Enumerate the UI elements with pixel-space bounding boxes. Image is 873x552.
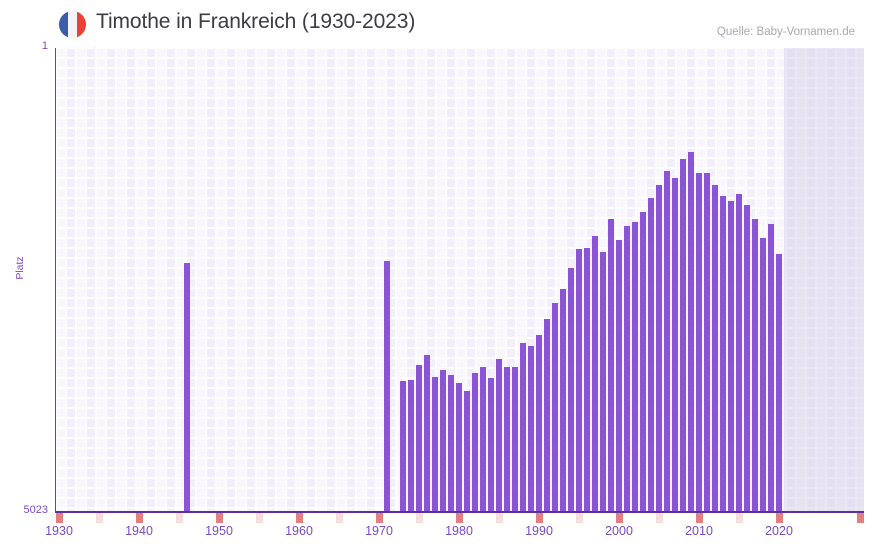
bar-1975[interactable] <box>416 365 422 511</box>
bar-1996[interactable] <box>584 248 590 511</box>
bar-1981[interactable] <box>464 390 470 511</box>
bar-2003[interactable] <box>640 212 646 511</box>
bar-series <box>56 48 864 511</box>
bar-1987[interactable] <box>512 367 518 511</box>
bar-1988[interactable] <box>520 343 526 511</box>
bar-1986[interactable] <box>504 367 510 511</box>
plot-area <box>56 48 864 511</box>
x-tick-2020 <box>775 513 783 523</box>
bar-1946[interactable] <box>184 263 190 511</box>
chart-source-label: Quelle: Baby-Vornamen.de <box>716 26 855 38</box>
bar-2012[interactable] <box>712 184 718 511</box>
x-axis-tick-marks <box>55 513 864 523</box>
x-tick-1950 <box>215 513 223 523</box>
bar-2019[interactable] <box>768 223 774 511</box>
bar-2002[interactable] <box>632 221 638 511</box>
x-tick-1965 <box>335 513 343 523</box>
y-axis-tick-top: 1 <box>41 40 48 52</box>
bar-1979[interactable] <box>448 375 454 511</box>
bar-1976[interactable] <box>424 354 430 511</box>
bar-2000[interactable] <box>616 240 622 511</box>
bar-1984[interactable] <box>488 377 494 511</box>
bar-2020[interactable] <box>776 254 782 511</box>
x-tick-1970 <box>375 513 383 523</box>
x-axis-line <box>55 511 864 513</box>
x-tick-1980 <box>455 513 463 523</box>
chart-header: Timothe in Frankreich (1930-2023) Quelle… <box>0 0 873 44</box>
bar-1998[interactable] <box>600 251 606 511</box>
x-tick-1935 <box>95 513 103 523</box>
x-label-2000: 2000 <box>605 524 633 538</box>
bar-2009[interactable] <box>688 152 694 511</box>
bar-2008[interactable] <box>680 159 686 511</box>
bar-2015[interactable] <box>736 193 742 511</box>
bar-1993[interactable] <box>560 288 566 511</box>
x-tick-1975 <box>415 513 423 523</box>
bar-2013[interactable] <box>720 196 726 511</box>
x-tick-2005 <box>655 513 663 523</box>
bar-1980[interactable] <box>456 383 462 511</box>
bar-1978[interactable] <box>440 369 446 511</box>
bar-2010[interactable] <box>696 173 702 511</box>
x-label-1980: 1980 <box>445 524 473 538</box>
bar-1977[interactable] <box>432 376 438 511</box>
bar-1974[interactable] <box>408 380 414 511</box>
x-tick-1995 <box>575 513 583 523</box>
x-label-1950: 1950 <box>205 524 233 538</box>
bar-2005[interactable] <box>656 184 662 511</box>
flag-stripe-red <box>76 11 86 38</box>
x-label-1990: 1990 <box>525 524 553 538</box>
x-tick-1940 <box>135 513 143 523</box>
bar-1991[interactable] <box>544 318 550 511</box>
bar-1985[interactable] <box>496 359 502 511</box>
bar-1989[interactable] <box>528 346 534 511</box>
x-axis-tick-labels: 1930 1940 1950 1960 1970 1980 1990 2000 2010 2020 <box>45 524 864 548</box>
bar-1983[interactable] <box>480 367 486 511</box>
bar-1971[interactable] <box>384 260 390 511</box>
flag-stripe-blue <box>59 11 68 38</box>
x-label-1930: 1930 <box>45 524 73 538</box>
x-tick-2015 <box>735 513 743 523</box>
france-flag-icon <box>59 11 86 38</box>
y-axis-tick-bottom: 5023 <box>23 504 48 516</box>
bar-2007[interactable] <box>672 177 678 511</box>
bar-1982[interactable] <box>472 373 478 511</box>
x-tick-end <box>857 513 864 523</box>
bar-1990[interactable] <box>536 335 542 511</box>
bar-1995[interactable] <box>576 249 582 511</box>
chart-title: Timothe in Frankreich (1930-2023) <box>96 10 416 33</box>
bar-1997[interactable] <box>592 235 598 511</box>
x-tick-1985 <box>495 513 503 523</box>
x-label-2020: 2020 <box>765 524 793 538</box>
x-tick-1930 <box>55 513 63 523</box>
x-label-1960: 1960 <box>285 524 313 538</box>
x-tick-1945 <box>175 513 183 523</box>
y-axis-title: Platz <box>14 256 26 280</box>
x-tick-1955 <box>255 513 263 523</box>
bar-2017[interactable] <box>752 219 758 511</box>
bar-2006[interactable] <box>664 170 670 511</box>
bar-2004[interactable] <box>648 198 654 511</box>
bar-1992[interactable] <box>552 302 558 511</box>
x-tick-2000 <box>615 513 623 523</box>
bar-2011[interactable] <box>704 173 710 511</box>
bar-1994[interactable] <box>568 267 574 511</box>
x-label-2010: 2010 <box>685 524 713 538</box>
bar-2018[interactable] <box>760 237 766 511</box>
bar-2016[interactable] <box>744 205 750 511</box>
x-label-1970: 1970 <box>365 524 393 538</box>
x-label-1940: 1940 <box>125 524 153 538</box>
x-tick-1960 <box>295 513 303 523</box>
bar-1999[interactable] <box>608 219 614 511</box>
x-tick-2010 <box>695 513 703 523</box>
flag-stripe-white <box>67 11 77 38</box>
bar-2014[interactable] <box>728 200 734 511</box>
bar-2001[interactable] <box>624 226 630 511</box>
bar-1973[interactable] <box>400 381 406 511</box>
x-tick-1990 <box>535 513 543 523</box>
